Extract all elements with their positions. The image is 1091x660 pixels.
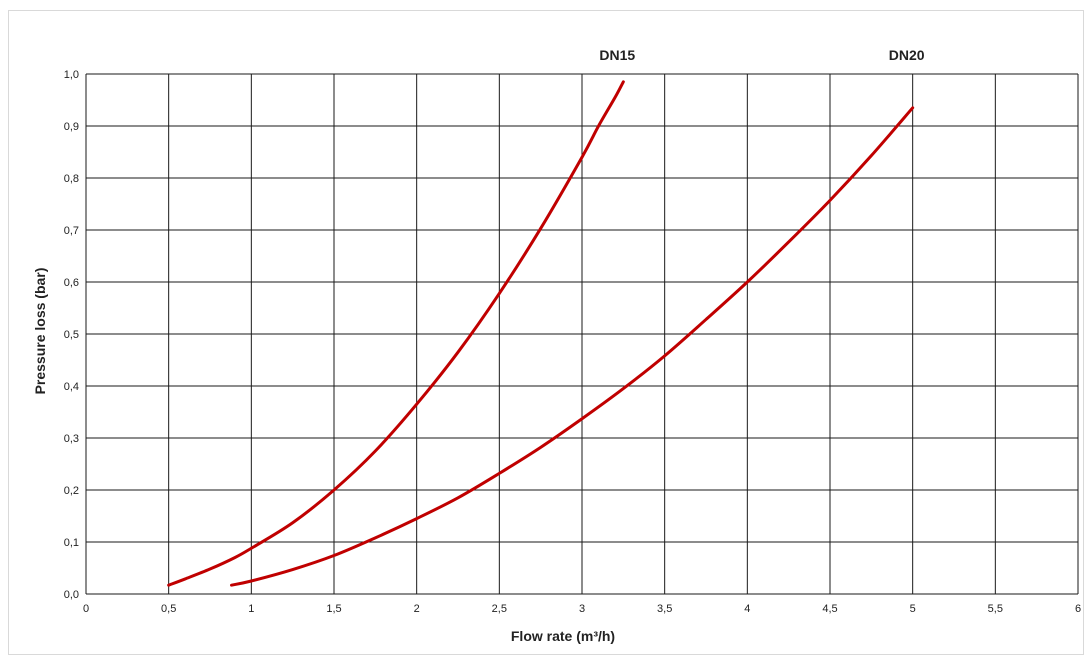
x-tick-label: 5,5 (988, 603, 1003, 615)
x-tick-label: 6 (1075, 603, 1081, 615)
series-lines (167, 80, 915, 587)
x-tick-label: 3,5 (657, 603, 672, 615)
series-line-dn15 (167, 80, 625, 587)
y-tick-label: 0,1 (64, 537, 79, 549)
x-axis-title: Flow rate (m³/h) (511, 628, 615, 644)
x-axis-ticks: 0 0,5 1 1,5 2 2,5 3 3,5 4 4,5 5 5,5 6 (83, 603, 1081, 615)
y-axis-title: Pressure loss (bar) (32, 268, 48, 395)
pressure-loss-chart: 0,0 0,1 0,2 0,3 0,4 0,5 0,6 0,7 0,8 0,9 1,0 0 0,5 1 1… (32, 47, 1081, 644)
series-line-dn20 (229, 106, 915, 587)
chart-frame: 0,0 0,1 0,2 0,3 0,4 0,5 0,6 0,7 0,8 0,9 1,0 0 0,5 1 1… (8, 10, 1084, 655)
y-axis-ticks: 0,0 0,1 0,2 0,3 0,4 0,5 0,6 0,7 0,8 0,9 1,0 (64, 69, 79, 601)
x-tick-label: 1,5 (326, 603, 341, 615)
x-tick-label: 3 (579, 603, 585, 615)
y-tick-label: 0,3 (64, 433, 79, 445)
x-tick-label: 2 (414, 603, 420, 615)
grid (85, 73, 1079, 595)
x-tick-label: 4,5 (822, 603, 837, 615)
y-tick-label: 0,5 (64, 329, 79, 341)
y-tick-label: 0,8 (64, 173, 79, 185)
y-tick-label: 0,9 (64, 121, 79, 133)
x-tick-label: 0 (83, 603, 89, 615)
y-tick-label: 0,2 (64, 485, 79, 497)
series-label-dn15: DN15 (599, 47, 635, 63)
y-tick-label: 0,4 (64, 381, 79, 393)
x-tick-label: 0,5 (161, 603, 176, 615)
x-tick-label: 5 (910, 603, 916, 615)
y-tick-label: 0,0 (64, 589, 79, 601)
y-tick-label: 1,0 (64, 69, 79, 81)
series-label-dn20: DN20 (889, 47, 925, 63)
y-tick-label: 0,7 (64, 225, 79, 237)
y-tick-label: 0,6 (64, 277, 79, 289)
series-labels: DN15 DN20 (599, 47, 924, 63)
x-tick-label: 4 (744, 603, 750, 615)
x-tick-label: 2,5 (492, 603, 507, 615)
x-tick-label: 1 (248, 603, 254, 615)
